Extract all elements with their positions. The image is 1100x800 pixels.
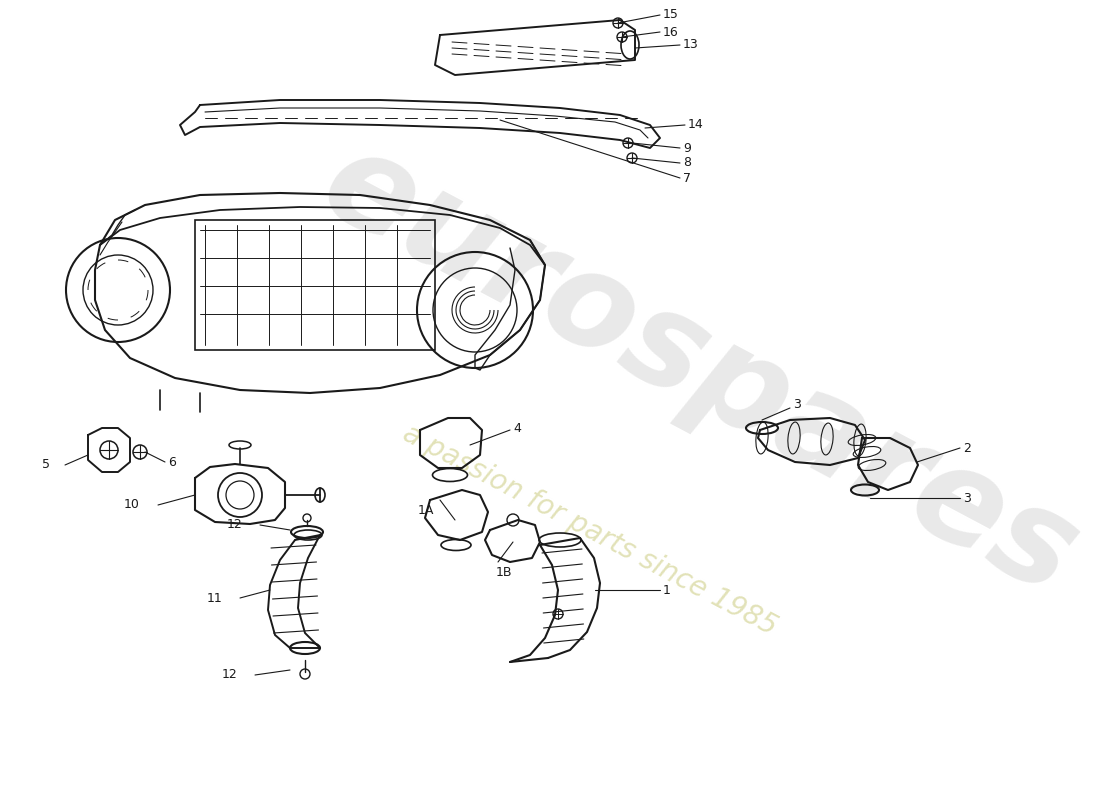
Text: 1B: 1B bbox=[496, 566, 513, 578]
Text: eurospares: eurospares bbox=[301, 118, 1098, 622]
Text: a passion for parts since 1985: a passion for parts since 1985 bbox=[398, 419, 782, 641]
Text: 1A: 1A bbox=[418, 503, 434, 517]
Text: 13: 13 bbox=[683, 38, 698, 51]
Text: 16: 16 bbox=[663, 26, 679, 38]
Text: 4: 4 bbox=[513, 422, 521, 434]
Text: 1: 1 bbox=[663, 583, 671, 597]
Text: 11: 11 bbox=[207, 591, 222, 605]
Text: 5: 5 bbox=[42, 458, 50, 471]
Text: 12: 12 bbox=[227, 518, 242, 531]
Text: 14: 14 bbox=[688, 118, 704, 131]
Text: 15: 15 bbox=[663, 9, 679, 22]
Text: 6: 6 bbox=[168, 455, 176, 469]
Text: 3: 3 bbox=[962, 491, 971, 505]
Text: 8: 8 bbox=[683, 157, 691, 170]
Text: 12: 12 bbox=[221, 669, 236, 682]
Text: 3: 3 bbox=[793, 398, 801, 411]
Text: 9: 9 bbox=[683, 142, 691, 154]
Text: 2: 2 bbox=[962, 442, 971, 454]
Text: 7: 7 bbox=[683, 171, 691, 185]
Text: 10: 10 bbox=[124, 498, 140, 511]
